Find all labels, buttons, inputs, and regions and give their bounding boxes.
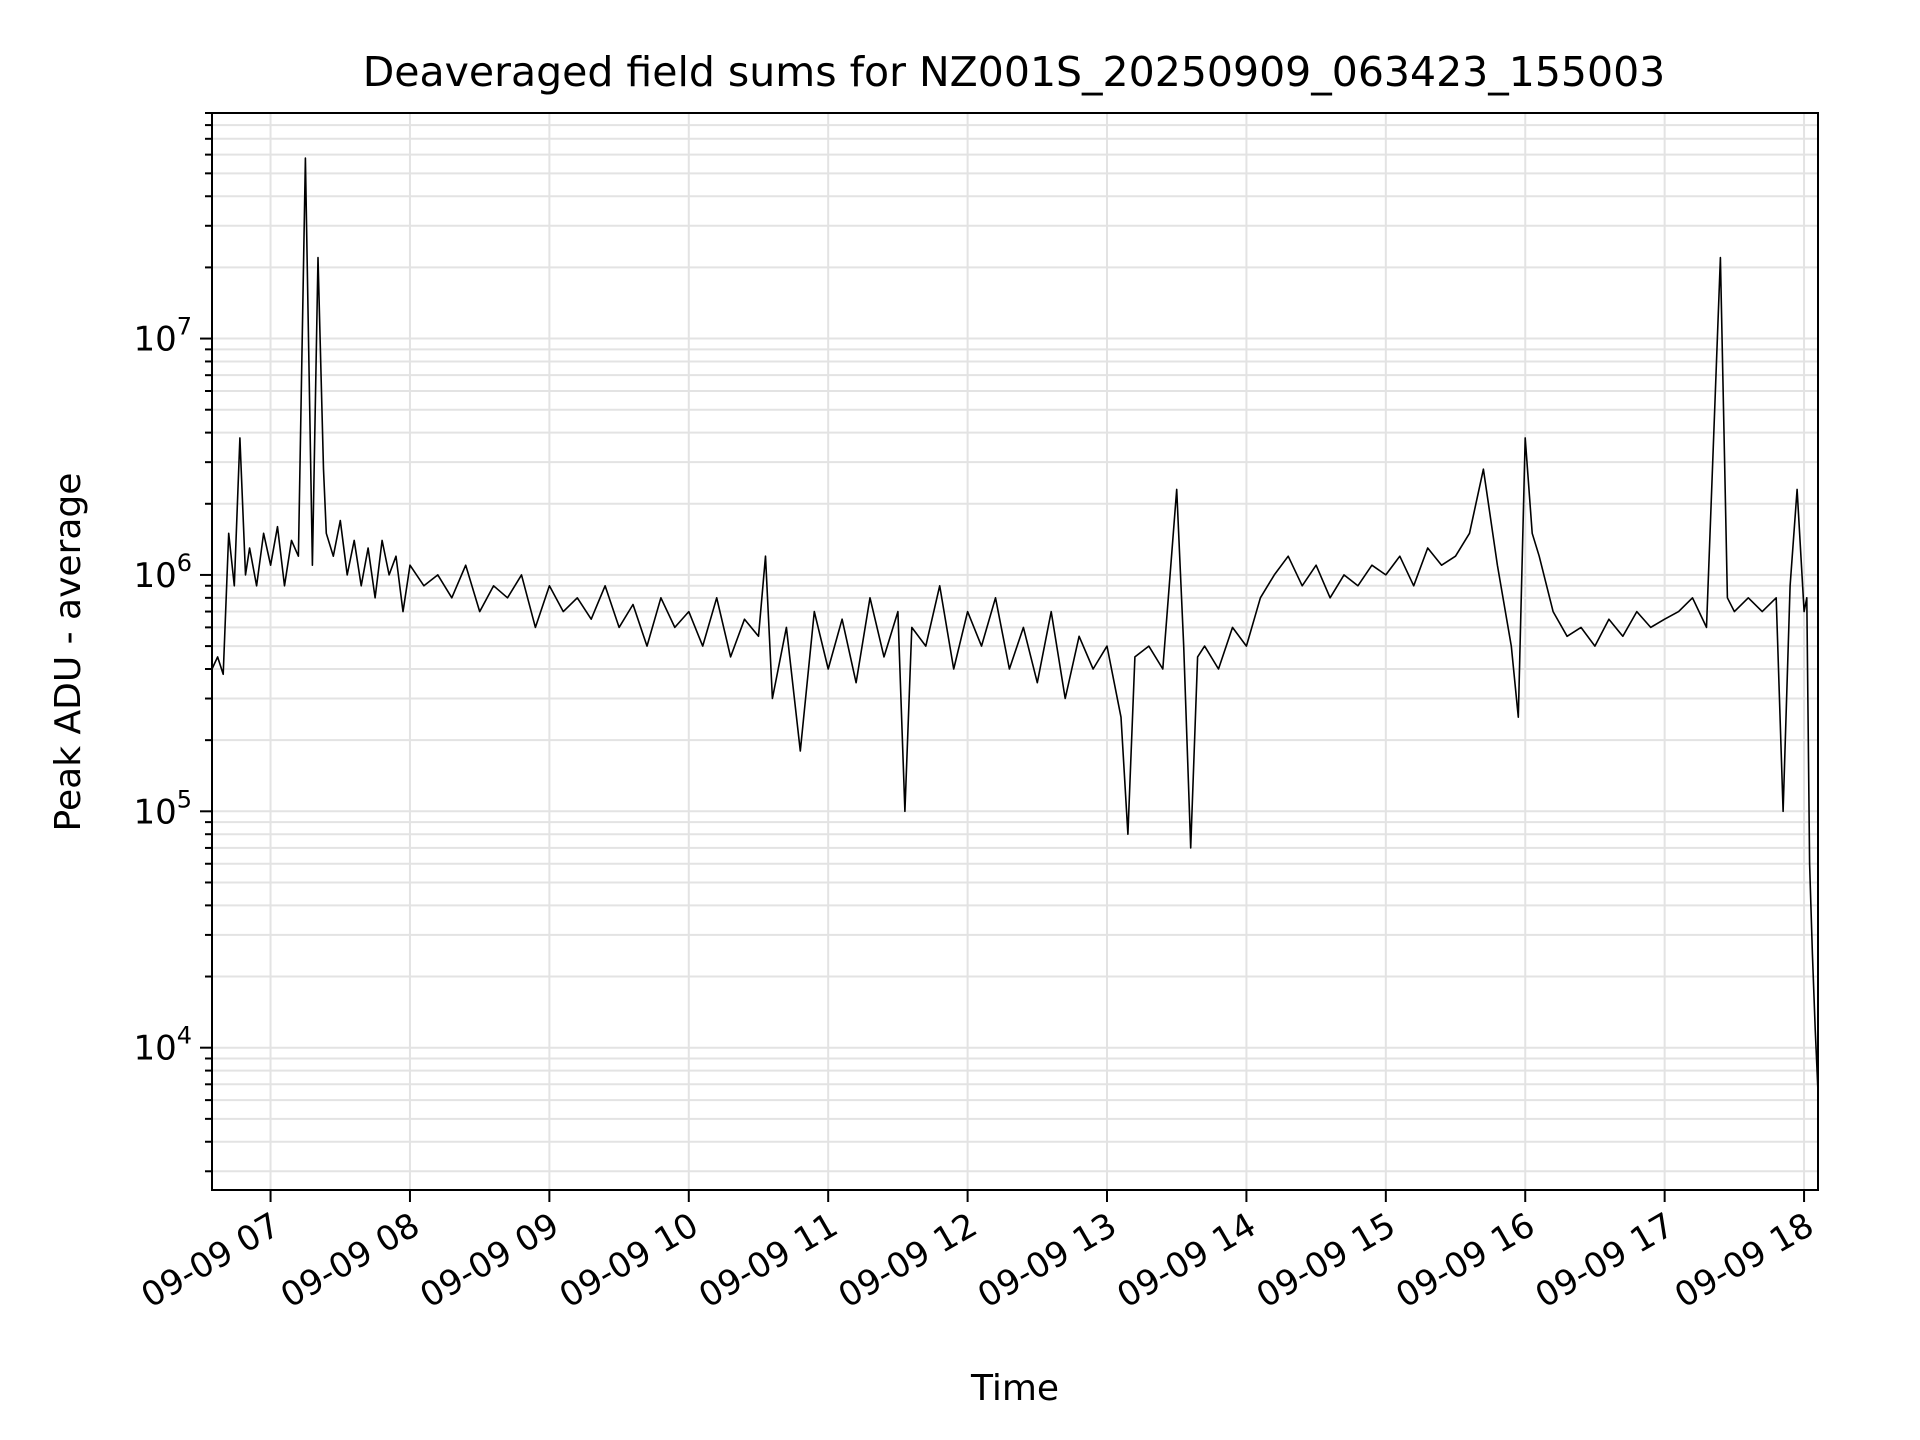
chart-title: Deaveraged field sums for NZ001S_2025090… [363,48,1666,96]
y-tick-label: 104 [133,1022,192,1069]
y-tick-label: 106 [133,549,192,596]
y-tick-label: 105 [133,785,192,832]
y-tick-label: 107 [133,313,192,360]
plot-area-frame [211,112,1819,1191]
x-axis-label: Time [970,1368,1059,1409]
series-line [211,157,1819,1092]
y-axis: 104 105 106 107 [133,112,212,1173]
series-layer [211,157,1819,1092]
y-axis-label: Peak ADU - average [48,473,89,832]
